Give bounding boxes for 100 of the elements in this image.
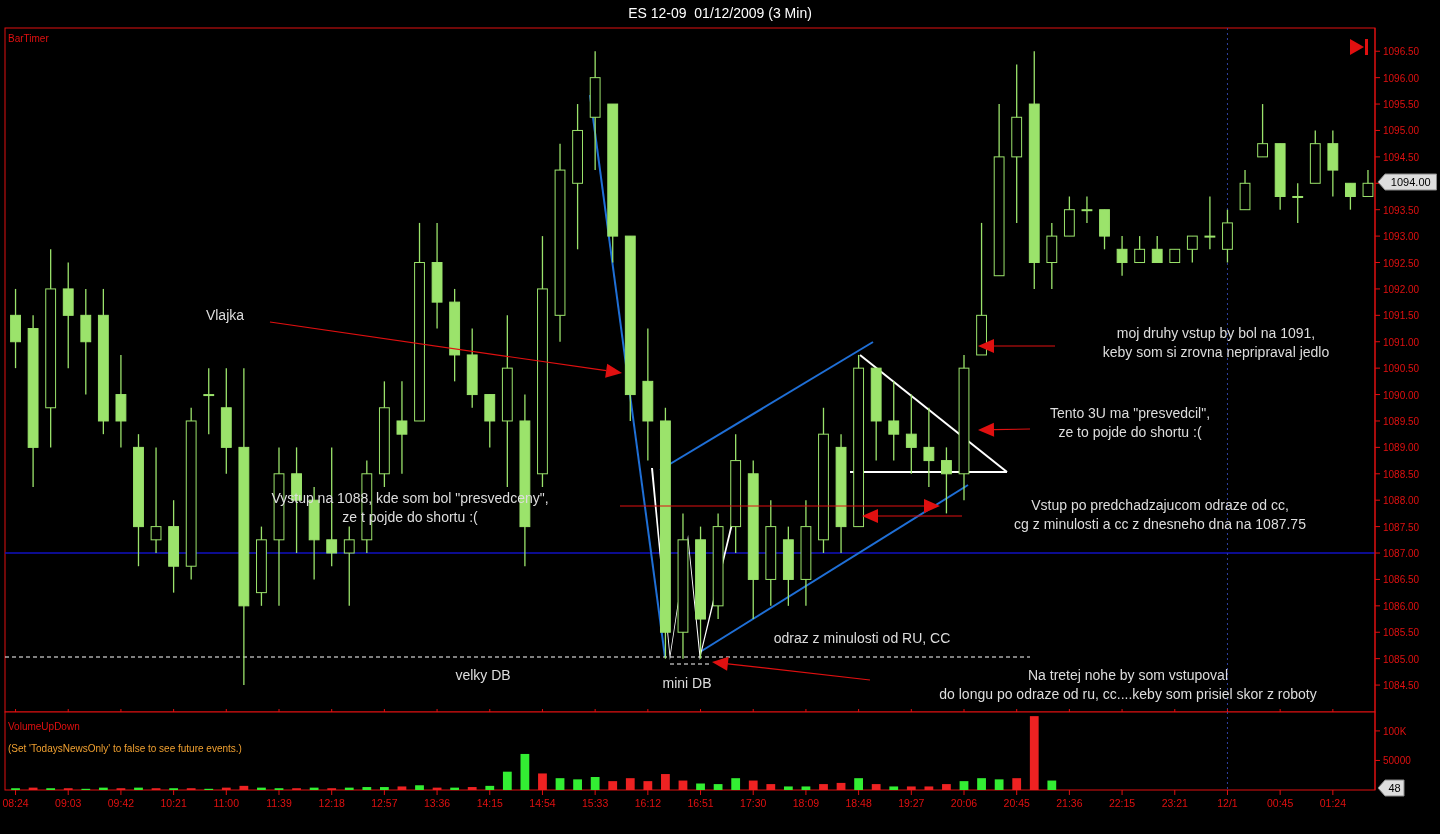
annotation: VolumeUpDown [8,721,80,732]
bar [836,782,846,790]
bar [415,785,424,790]
y-tick-label: 1095.00 [1383,125,1420,137]
x-tick-label: 21:36 [1056,797,1083,809]
x-tick-label: 09:42 [107,797,135,809]
annotation: Vstup po predchadzajucom odraze od cc, cg z minulosti a cc z dnesneho dna na 1087.75 [1014,497,1307,532]
bar [661,774,670,790]
bar [819,784,828,790]
candlestick [150,446,162,554]
x-tick-label: 10:21 [160,797,187,809]
bar [555,778,565,790]
x-tick-label: 09:03 [55,797,82,809]
annotation: Tento 3U ma "presvedcil", ze to pojde do shortu :( [1049,405,1211,440]
chart-title: ES 12-09 01/12/2009 (3 Min) [628,5,812,21]
candlestick [396,380,408,475]
bar [959,781,969,790]
y-tick-label: 1094.50 [1383,151,1420,163]
y-tick-label: 1085.00 [1383,653,1420,665]
x-tick-label: 23:21 [1161,797,1189,809]
bar [643,781,653,790]
y-tick-label: 1091.00 [1383,336,1420,348]
y-tick-label: 1089.50 [1383,415,1420,427]
candlestick [1151,235,1163,264]
candlestick [923,407,935,488]
candlestick [203,367,215,435]
x-tick-label: 18:48 [845,797,872,809]
x-tick-label: 17:30 [740,797,767,809]
bar [625,778,635,790]
candlestick [1081,195,1093,224]
bar [239,785,249,790]
x-tick-label: 18:09 [792,797,820,809]
y-tick-label: 1087.00 [1383,548,1420,560]
bar [801,786,811,790]
bar [397,786,407,790]
x-tick-label: 12:57 [371,797,398,809]
y-tick-label: 1096.50 [1383,46,1420,58]
y-tick-label: 50000 [1383,755,1412,767]
x-tick-label: 08:24 [2,797,29,809]
bar [608,781,618,790]
candlestick [1344,182,1356,211]
bar [748,780,758,790]
y-tick-label: 1084.50 [1383,680,1420,692]
x-tick-label: 14:54 [529,797,556,809]
bar [1012,778,1022,790]
bar [924,786,934,790]
candlestick [1134,235,1146,264]
x-tick-label: 12:18 [318,797,345,809]
bar [573,779,582,790]
y-tick-label: 1088.50 [1383,468,1420,480]
y-tick-label: 1090.00 [1383,389,1420,401]
bar [906,786,916,790]
x-tick-label: 13:36 [423,797,451,809]
annotation: Na tretej nohe by som vstupoval do longu po odraze od ru, cc....keby som prisiel skor z roboty [939,667,1317,702]
x-tick-label: 22:15 [1108,797,1136,809]
y-tick-label: 1086.50 [1383,574,1420,586]
bar [485,785,495,790]
bar [538,773,547,790]
candlestick [941,446,952,515]
bar [467,787,477,790]
bar [696,783,705,790]
annotation: velky DB [455,667,511,683]
annotation: moj druhy vstup by bol na 1091, keby som si zrovna nepripraval jedlo [1102,325,1330,360]
y-tick-label: 1092.50 [1383,257,1420,269]
y-tick-label: 1087.50 [1383,521,1420,533]
candlestick [1116,235,1128,277]
y-tick-label: 1089.00 [1383,442,1420,454]
y-tick-label: 1090.50 [1383,363,1420,375]
bar [766,784,776,790]
annotation: BarTimer [8,33,50,44]
x-tick-label: 20:06 [950,797,978,809]
y-tick-label: 1091.50 [1383,310,1420,322]
x-tick-label: 01:24 [1319,797,1347,809]
x-tick-label: 11:39 [266,797,292,809]
y-tick-label: 100K [1383,725,1407,737]
x-tick-label: 16:51 [687,797,714,809]
x-tick-label: 14:15 [476,797,504,809]
bar [1047,780,1057,790]
bar [362,787,372,790]
bar [731,778,741,790]
bar [502,771,512,790]
candlestick [1204,195,1216,250]
x-tick-label: 00:45 [1267,797,1294,809]
bar [783,786,793,790]
y-tick-label: 1095.50 [1383,99,1420,111]
y-tick-label: 1088.00 [1383,495,1420,507]
candlestick [1257,103,1269,158]
bar [379,787,389,790]
annotation: odraz z minulosti od RU, CC [773,630,951,646]
candlestick [1292,182,1304,224]
annotation: Vlajka [205,307,245,323]
candlestick [905,393,917,475]
bar [994,779,1004,790]
x-tick-label: 12/1 [1217,797,1238,809]
x-tick-label: 15:33 [582,797,609,809]
x-tick-label: 16:12 [634,797,662,809]
annotation: mini DB [662,675,712,691]
candlestick [888,380,900,462]
y-tick-label: 1096.00 [1383,72,1420,84]
bar [871,784,881,790]
